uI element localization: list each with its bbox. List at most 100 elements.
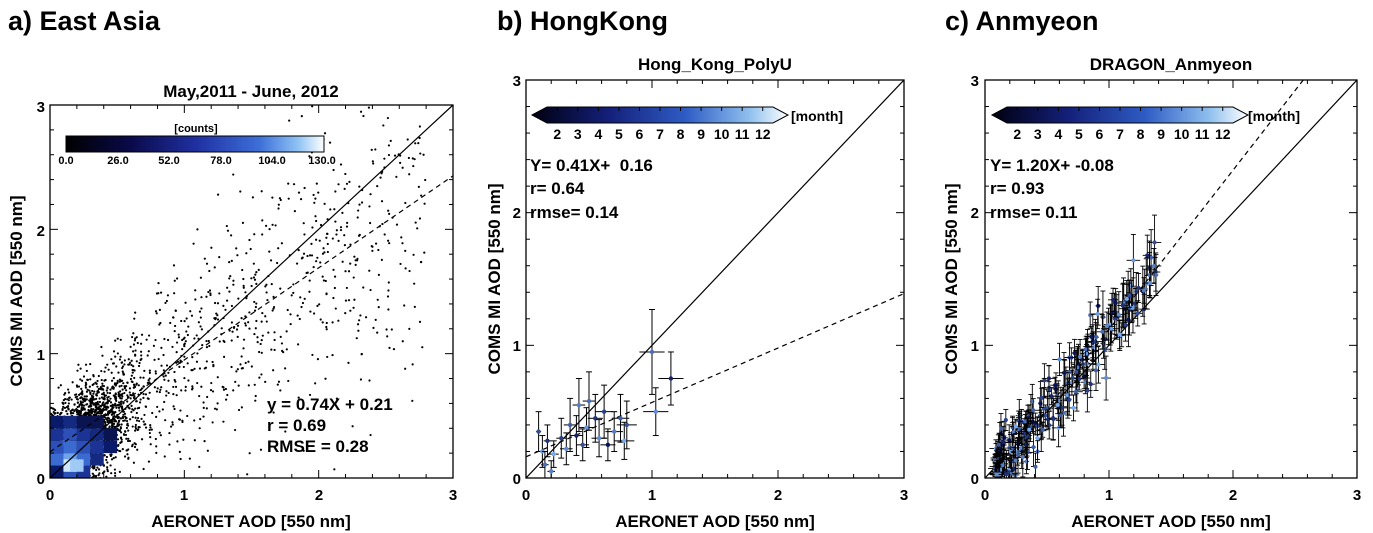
scatter-point [372, 326, 375, 329]
scatter-point [186, 362, 189, 365]
scatter-point [104, 378, 107, 382]
scatter-point [97, 374, 100, 378]
scatter-point [271, 309, 274, 312]
scatter-point [232, 173, 235, 176]
scatter-point [211, 360, 214, 364]
scatter-point [239, 363, 242, 366]
scatter-point [100, 396, 104, 399]
scatter-point [69, 410, 72, 413]
scatter-point [105, 455, 109, 459]
data-point [1149, 255, 1154, 260]
scatter-point [408, 269, 411, 273]
data-point [1004, 472, 1009, 477]
scatter-point [198, 367, 202, 370]
scatter-point [134, 337, 137, 340]
scatter-point [198, 427, 201, 430]
scatter-point [412, 253, 415, 256]
colorbar-tick-label: 9 [697, 126, 705, 142]
scatter-point [139, 398, 142, 401]
scatter-point [337, 239, 340, 242]
scatter-point [199, 325, 202, 328]
scatter-point [85, 369, 88, 373]
data-point [1015, 449, 1020, 454]
scatter-point [130, 363, 133, 367]
scatter-point [126, 381, 129, 384]
panel-b-stat-r: r= 0.64 [530, 179, 585, 198]
scatter-point [98, 472, 101, 475]
scatter-point [351, 425, 354, 428]
scatter-point [301, 256, 304, 259]
panel-c-ytick-1: 1 [971, 338, 979, 355]
scatter-point [95, 382, 98, 385]
scatter-point [343, 244, 347, 247]
scatter-point [93, 390, 96, 393]
scatter-point [114, 355, 117, 358]
panel-a-one-to-one-line [49, 104, 454, 479]
scatter-point [276, 261, 279, 265]
scatter-point [399, 161, 402, 164]
scatter-point [63, 406, 67, 409]
data-point [1072, 351, 1077, 356]
data-point [1089, 334, 1094, 339]
panel-a-colorbar: [counts] 0.0 26.0 52.0 78.0 104.0 130.0 [58, 123, 335, 167]
panel-b-xtick-0: 0 [522, 487, 530, 504]
scatter-point [389, 139, 392, 143]
scatter-point [118, 409, 121, 412]
scatter-point [251, 196, 254, 199]
colorbar-tick-label: 8 [677, 126, 685, 142]
scatter-point [212, 363, 215, 367]
data-point [1058, 413, 1063, 418]
scatter-point [337, 319, 340, 322]
scatter-point [92, 374, 95, 377]
panel-a-xtick-1: 1 [180, 487, 188, 504]
data-point [605, 442, 611, 448]
scatter-point [96, 400, 99, 404]
scatter-point [132, 343, 136, 346]
scatter-point [205, 339, 208, 343]
scatter-point [178, 450, 181, 453]
scatter-point [344, 270, 347, 273]
panel-a-xtick-2: 2 [315, 487, 323, 504]
scatter-point [260, 190, 263, 193]
scatter-point [136, 416, 140, 420]
scatter-point [404, 249, 407, 252]
scatter-point [154, 437, 157, 441]
scatter-point [125, 449, 128, 452]
scatter-point [335, 397, 339, 400]
scatter-point [140, 333, 144, 336]
scatter-point [109, 388, 112, 391]
scatter-point [178, 365, 181, 368]
scatter-point [211, 390, 215, 393]
scatter-point [360, 201, 364, 204]
scatter-point [266, 298, 269, 302]
scatter-point [230, 339, 233, 342]
scatter-point [103, 421, 107, 424]
scatter-point [325, 325, 328, 329]
scatter-point [162, 375, 165, 378]
scatter-point [79, 411, 83, 415]
scatter-point [86, 378, 90, 381]
scatter-point [98, 400, 102, 404]
scatter-point [302, 449, 305, 452]
scatter-point [123, 363, 126, 366]
scatter-point [101, 354, 104, 357]
scatter-point [407, 156, 410, 160]
scatter-point [369, 221, 372, 225]
scatter-point [172, 264, 176, 267]
scatter-point [362, 114, 365, 118]
colorbar-tick-label: 2 [1013, 126, 1021, 142]
scatter-point [203, 257, 206, 260]
data-point [999, 426, 1004, 431]
scatter-point [110, 371, 113, 374]
colorbar-tick-label: 5 [615, 126, 623, 142]
scatter-point [106, 469, 109, 473]
scatter-point [368, 379, 371, 382]
data-point [1065, 393, 1070, 398]
scatter-point [288, 119, 291, 122]
scatter-point [127, 456, 130, 459]
scatter-point [133, 317, 136, 320]
scatter-point [326, 242, 329, 246]
scatter-point [119, 390, 122, 393]
scatter-point [198, 310, 202, 313]
scatter-point [271, 196, 274, 199]
